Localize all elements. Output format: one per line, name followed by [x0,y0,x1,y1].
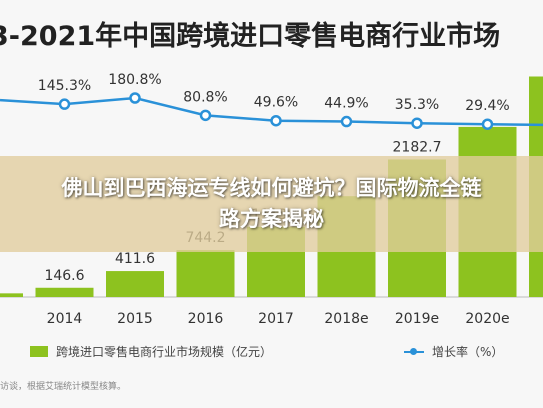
x-tick-label: 2019e [395,311,439,327]
growth-rate-label: 35.3% [395,97,439,113]
growth-rate-point [481,118,494,130]
overlay-headline: 佛山到巴西海运专线如何避坑？国际物流全链路方案揭秘 [61,175,482,232]
growth-rate-point [270,114,282,127]
legend-line-label: 增长率（%） [432,345,504,359]
legend-bar-label: 跨境进口零售电商行业市场规模（亿元） [56,345,273,359]
legend-bar-entry: 跨境进口零售电商行业市场规模（亿元） [30,343,272,360]
growth-rate-label: 145.3% [38,78,91,94]
growth-rate-point [340,115,353,128]
bar-2014 [35,287,94,297]
x-tick-label: 2014 [47,311,83,327]
x-tick-label: 2017 [258,311,294,327]
growth-rate-label: 49.6% [254,95,298,111]
x-tick-label: 2018e [324,311,368,327]
bar-value-label: 146.6 [44,268,84,284]
bar-value-label: 2182.7 [393,139,442,155]
legend-line-swatch [404,346,424,357]
bar-value-label: 411.6 [115,251,155,267]
growth-rate-line [0,96,543,127]
x-tick-label: 2016 [188,311,224,327]
chart-title: 3-2021年中国跨境进口零售电商行业市场 [0,21,501,52]
growth-rate-point [58,98,71,110]
legend-line-entry: 增长率（%） [404,343,503,360]
bar-3 [0,293,23,297]
growth-rate-label: 29.4% [465,98,509,114]
growth-rate-label: 180.8% [108,72,161,88]
growth-rate-label: 80.8% [183,89,227,105]
growth-rate-point [199,109,212,122]
overlay-banner: 佛山到巴西海运专线如何避坑？国际物流全链路方案揭秘 [0,156,543,252]
source-note: 访谈，根据艾瑞统计模型核算。 [0,382,127,392]
bar-2016 [176,250,235,297]
x-tick-label: 2020e [465,311,509,327]
growth-rate-point [411,117,423,129]
growth-rate-label: 44.9% [324,96,368,112]
bar-2015 [106,271,164,297]
growth-rate-point [129,92,141,104]
legend-bar-swatch [30,346,48,357]
x-tick-label: 2015 [117,311,153,327]
